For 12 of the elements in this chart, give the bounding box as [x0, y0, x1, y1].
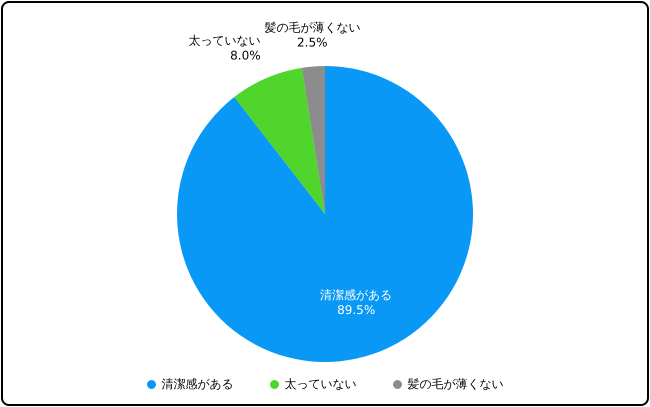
legend-label: 髪の毛が薄くない: [406, 376, 504, 393]
slice-label: 太っていない: [188, 33, 261, 48]
pie-slice: [302, 66, 325, 214]
pie-slice: [234, 68, 325, 214]
slice-label: 髪の毛が薄くない: [264, 20, 360, 34]
data-label: 8.0%: [230, 48, 261, 62]
legend-label: 太っていない: [284, 376, 356, 393]
slice-label: 清潔感がある: [320, 288, 392, 302]
legend-label: 清潔感がある: [160, 376, 234, 393]
pie-slice: [177, 66, 473, 362]
data-label: 89.5%: [337, 303, 376, 318]
data-label: 2.5%: [297, 36, 328, 50]
